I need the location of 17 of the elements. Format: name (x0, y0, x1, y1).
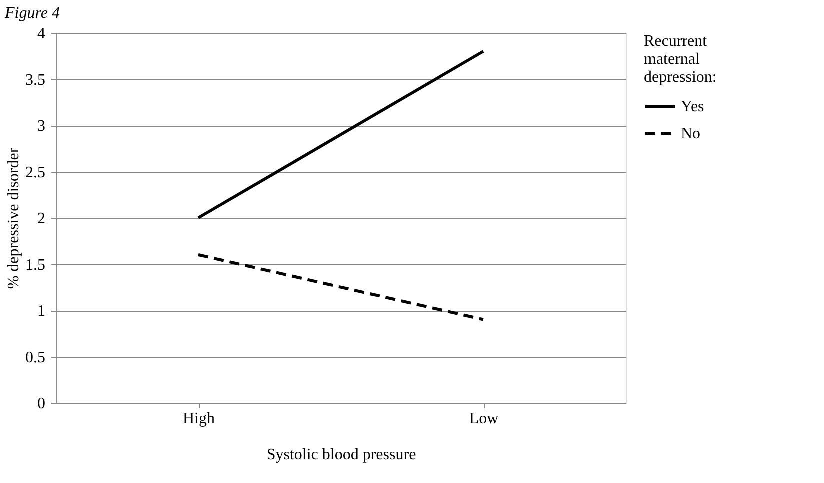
chart-title: Figure 4 (4, 5, 60, 22)
y-tick-label: 4 (38, 26, 46, 42)
y-tick-label: 3 (38, 118, 46, 135)
legend-label: Yes (681, 98, 704, 116)
x-axis-title: Systolic blood pressure (266, 446, 416, 464)
x-tick-label: Low (469, 410, 500, 428)
y-tick-label: 0.5 (26, 349, 46, 366)
legend-label: No (681, 126, 701, 142)
y-tick-label: 1.5 (26, 256, 46, 274)
y-tick-label: 3.5 (26, 72, 46, 89)
legend-title: Recurrent maternal depression: (644, 33, 717, 86)
y-axis-title: % depressive disorder (6, 147, 22, 290)
y-tick-label: 0 (38, 396, 46, 412)
x-tick-label: High (183, 410, 215, 428)
y-tick-label: 2 (38, 210, 46, 228)
y-tick-label: 1 (38, 303, 46, 320)
y-tick-label: 2.5 (26, 164, 46, 182)
